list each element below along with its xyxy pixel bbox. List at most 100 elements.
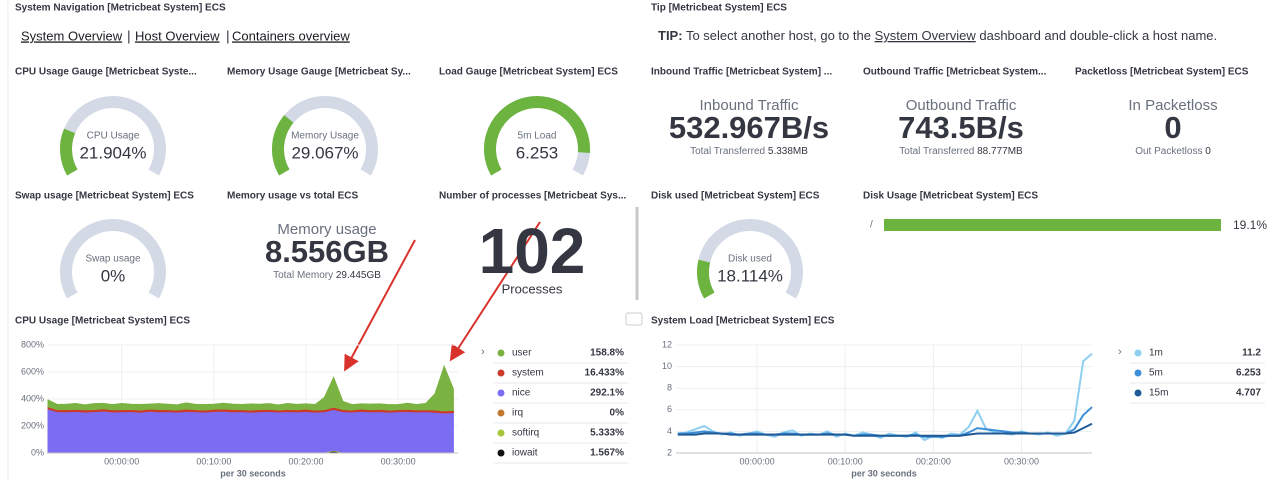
sub-label: Total Transferred	[690, 146, 765, 157]
gauge-label: Memory Usage	[291, 131, 359, 142]
legend-dot	[497, 349, 505, 357]
legend-value: 5.333%	[590, 428, 624, 439]
legend-dot	[1134, 369, 1142, 377]
separator: |	[226, 28, 230, 44]
x-tick-label: 00:00:00	[740, 456, 775, 466]
legend-name: irq	[512, 408, 523, 419]
mount: /	[870, 220, 873, 231]
panel-title: Number of processes [Metricbeat Sys...	[439, 191, 627, 202]
legend-dot	[497, 449, 505, 457]
gauge-value: 18.114%	[717, 266, 783, 285]
x-tick-label: 00:30:00	[381, 456, 416, 466]
panel-title: Disk Usage [Metricbeat System] ECS	[863, 191, 1038, 202]
sub-value: 88.777MB	[977, 146, 1023, 157]
tip-label: TIP:	[658, 28, 683, 43]
processes-label: Processes	[502, 281, 563, 296]
y-tick-label: 12	[662, 339, 672, 349]
legend-toggle: ›	[481, 346, 485, 358]
legend-value: 11.2	[1242, 348, 1261, 359]
y-tick-label: 600%	[21, 366, 44, 376]
sub-label: Total Transferred	[899, 146, 974, 157]
processes-value: 102	[479, 215, 586, 287]
gauge-value: 29.067%	[291, 143, 358, 162]
area	[47, 408, 454, 453]
panel-title: Inbound Traffic [Metricbeat System] ...	[651, 67, 832, 78]
nav-link[interactable]: Host Overview	[135, 28, 220, 43]
metric-label: Inbound Traffic	[700, 97, 799, 114]
panel-title: Swap usage [Metricbeat System] ECS	[15, 191, 194, 202]
legend-toggle: ›	[1118, 346, 1122, 358]
disk-value: 19.1%	[1233, 218, 1267, 232]
nav-link[interactable]: Containers overview	[232, 28, 350, 43]
metric-value: 532.967B/s	[669, 110, 829, 145]
panel-title: System Navigation [Metricbeat System] EC…	[15, 3, 226, 14]
metric-sub: Total Transferred 88.777MB	[899, 146, 1023, 157]
legend-name: softirq	[512, 428, 539, 439]
panel-title: Tip [Metricbeat System] ECS	[651, 3, 787, 14]
gauge-track	[60, 219, 166, 299]
legend-value: 16.433%	[585, 368, 625, 379]
x-tick-label: 00:00:00	[104, 456, 139, 466]
sub-value: 5.338MB	[768, 146, 808, 157]
gauge-label: Disk used	[728, 254, 772, 265]
gauge-arc	[484, 96, 590, 176]
tip-after: dashboard and double-click a host name.	[979, 28, 1217, 43]
area	[47, 364, 454, 412]
sub-label: Total Memory	[273, 270, 333, 281]
tip-before: To select another host, go to the	[686, 28, 871, 43]
legend-dot	[497, 369, 505, 377]
legend-name: iowait	[512, 448, 538, 459]
legend-value: 6.253	[1236, 368, 1261, 379]
y-tick-label: 0%	[31, 447, 44, 457]
legend-dot	[497, 389, 505, 397]
metric-sub: Out Packetloss 0	[1135, 146, 1211, 157]
panel-title: Packetloss [Metricbeat System] ECS	[1075, 67, 1249, 78]
panel-title: Outbound Traffic [Metricbeat System...	[863, 67, 1047, 78]
gauge-label: Swap usage	[85, 254, 140, 265]
annotation-arrow	[449, 221, 541, 362]
legend-name: 15m	[1149, 388, 1168, 399]
y-tick-label: 800%	[21, 339, 44, 349]
chart-title: CPU Usage [Metricbeat System] ECS	[15, 316, 190, 327]
panel-title: Memory usage vs total ECS	[227, 191, 358, 202]
sub-value: 0	[1205, 146, 1211, 157]
annotation-arrow	[344, 239, 416, 372]
metric-value: 0	[1164, 110, 1181, 145]
panel-title: CPU Usage Gauge [Metricbeat Syste...	[15, 67, 197, 78]
y-tick-label: 10	[662, 361, 672, 371]
y-tick-label: 400%	[21, 393, 44, 403]
gauge-arc	[272, 115, 294, 176]
y-tick-label: 4	[667, 426, 672, 436]
metric-sub: Total Transferred 5.338MB	[690, 146, 808, 157]
legend-name: system	[512, 368, 544, 379]
x-tick-label: 00:20:00	[288, 456, 323, 466]
panel-title: Disk used [Metricbeat System] ECS	[651, 191, 820, 202]
chart-title: System Load [Metricbeat System] ECS	[651, 316, 835, 327]
panel-title: Memory Usage Gauge [Metricbeat Sy...	[227, 67, 411, 78]
legend-value: 4.707	[1236, 388, 1261, 399]
line	[677, 422, 1093, 437]
separator: |	[127, 28, 131, 44]
tip-link[interactable]: System Overview	[875, 28, 977, 43]
legend-name: nice	[512, 388, 531, 399]
nav-link[interactable]: System Overview	[21, 28, 123, 43]
legend-value: 292.1%	[590, 388, 624, 399]
legend-value: 0%	[610, 408, 625, 419]
y-tick-label: 200%	[21, 420, 44, 430]
metric-label: In Packetloss	[1128, 97, 1217, 114]
x-tick-label: 00:10:00	[196, 456, 231, 466]
legend-dot	[1134, 349, 1142, 357]
gauge-value: 0%	[101, 266, 126, 285]
disk-bar	[884, 219, 1221, 231]
metric-value: 8.556GB	[265, 234, 389, 269]
gauge-value: 6.253	[516, 143, 559, 162]
gauge-arc	[60, 128, 78, 176]
gauge-label: 5m Load	[518, 131, 557, 142]
y-tick-label: 2	[667, 447, 672, 457]
panel-menu[interactable]	[625, 312, 643, 326]
tip-text: TIP: To select another host, go to the S…	[658, 28, 1217, 43]
line	[677, 406, 1093, 438]
legend-name: 1m	[1149, 348, 1163, 359]
x-axis-label: per 30 seconds	[220, 468, 286, 478]
